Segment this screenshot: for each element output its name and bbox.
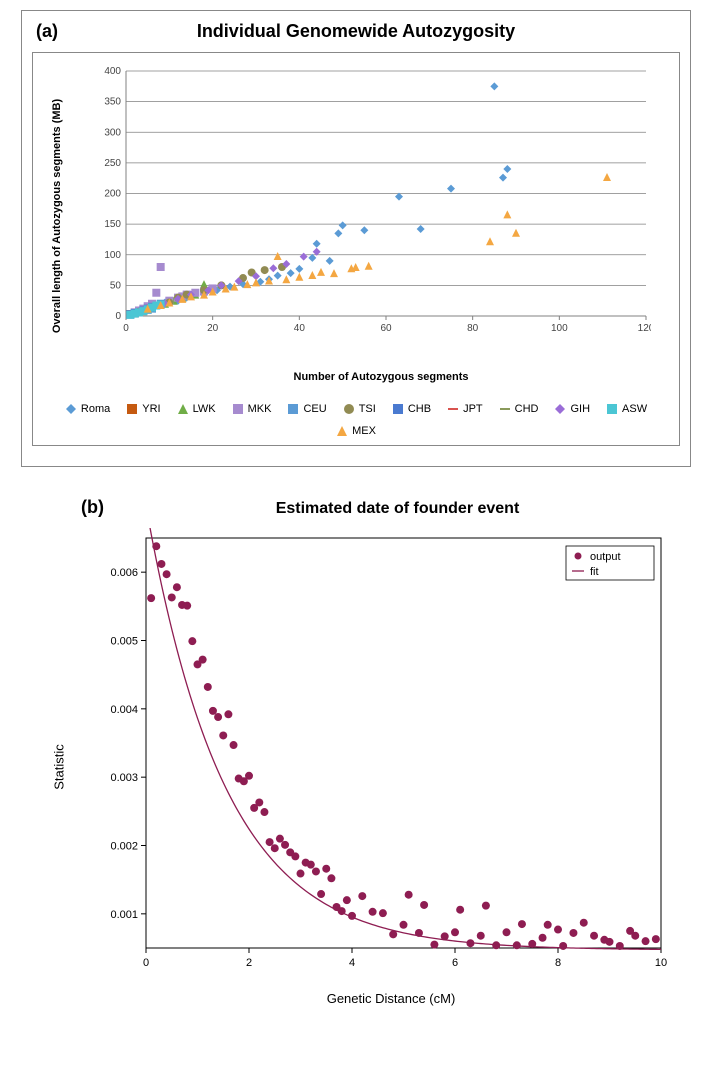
svg-text:120: 120	[638, 323, 651, 334]
svg-text:100: 100	[104, 250, 121, 261]
legend-label: TSI	[359, 403, 376, 415]
chart-a-legend: Roma YRI LWK MKK CEU TSI CHB JPT CHD GIH ASW MEX	[41, 403, 671, 437]
svg-text:0: 0	[115, 311, 121, 322]
svg-text:0.005: 0.005	[110, 636, 138, 648]
chart-a-svg: 0 50 100 150 200 250 300 350 400 0 20 40 60 80 100 120	[91, 61, 651, 341]
legend-label: MEX	[352, 425, 376, 437]
panel-b-label: (b)	[81, 497, 104, 518]
svg-text:40: 40	[294, 323, 306, 334]
svg-text:4: 4	[349, 957, 355, 969]
legend-item-asw: ASW	[606, 403, 647, 415]
svg-text:100: 100	[551, 323, 568, 334]
chart-a-container: Overall length of Autozygous segments (M…	[91, 61, 671, 383]
panel-a-label: (a)	[36, 21, 58, 42]
legend-item-ceu: CEU	[287, 403, 326, 415]
legend-label: CHD	[515, 403, 539, 415]
svg-text:0: 0	[123, 323, 129, 334]
legend-item-tsi: TSI	[343, 403, 376, 415]
svg-text:400: 400	[104, 66, 121, 77]
legend-item-mkk: MKK	[232, 403, 272, 415]
svg-text:300: 300	[104, 127, 121, 138]
legend-item-mex: MEX	[336, 425, 376, 437]
svg-text:8: 8	[555, 957, 561, 969]
svg-text:60: 60	[380, 323, 392, 334]
legend-label: JPT	[463, 403, 483, 415]
svg-text:6: 6	[452, 957, 458, 969]
legend-label: LWK	[193, 403, 216, 415]
legend-item-jpt: JPT	[447, 403, 483, 415]
svg-text:20: 20	[207, 323, 219, 334]
legend-item-chd: CHD	[499, 403, 539, 415]
legend-label: CEU	[303, 403, 326, 415]
svg-text:50: 50	[110, 280, 122, 291]
legend-item-gih: GIH	[554, 403, 590, 415]
legend-label: GIH	[570, 403, 590, 415]
svg-text:10: 10	[655, 957, 667, 969]
svg-text:150: 150	[104, 219, 121, 230]
chart-a-border: Overall length of Autozygous segments (M…	[32, 52, 680, 446]
chart-b-xlabel: Genetic Distance (cM)	[91, 991, 691, 1006]
chart-b-svg: 0.001 0.002 0.003 0.004 0.005 0.006 0 2 4 6 8 10 out…	[91, 528, 671, 978]
svg-text:2: 2	[246, 957, 252, 969]
legend-item-chb: CHB	[392, 403, 431, 415]
chart-b-ylabel: Statistic	[51, 744, 66, 790]
svg-text:0.003: 0.003	[110, 772, 138, 784]
panel-b: (b) Estimated date of founder event Stat…	[21, 497, 691, 1006]
svg-text:output: output	[590, 551, 621, 563]
legend-item-yri: YRI	[126, 403, 160, 415]
legend-item-lwk: LWK	[177, 403, 216, 415]
panel-a-title: Individual Genomewide Autozygosity	[32, 21, 680, 42]
svg-text:fit: fit	[590, 566, 599, 578]
panel-a: (a) Individual Genomewide Autozygosity O…	[21, 10, 691, 467]
legend-label: Roma	[81, 403, 110, 415]
legend-label: ASW	[622, 403, 647, 415]
chart-b-container: Statistic 0.0010.0020.0030.0040.0050.006…	[91, 528, 691, 1006]
svg-text:200: 200	[104, 189, 121, 200]
chart-a-xlabel: Number of Autozygous segments	[91, 371, 671, 383]
svg-text:250: 250	[104, 158, 121, 169]
legend-label: MKK	[248, 403, 272, 415]
svg-text:0: 0	[143, 957, 149, 969]
svg-text:80: 80	[467, 323, 479, 334]
panel-b-title: Estimated date of founder event	[104, 500, 691, 518]
legend-item-roma: Roma	[65, 403, 110, 415]
svg-text:0.006: 0.006	[110, 567, 138, 579]
svg-text:350: 350	[104, 97, 121, 108]
svg-text:0.001: 0.001	[110, 909, 138, 921]
svg-text:0.002: 0.002	[110, 841, 138, 853]
legend-label: YRI	[142, 403, 160, 415]
legend-label: CHB	[408, 403, 431, 415]
svg-text:0.004: 0.004	[110, 704, 138, 716]
